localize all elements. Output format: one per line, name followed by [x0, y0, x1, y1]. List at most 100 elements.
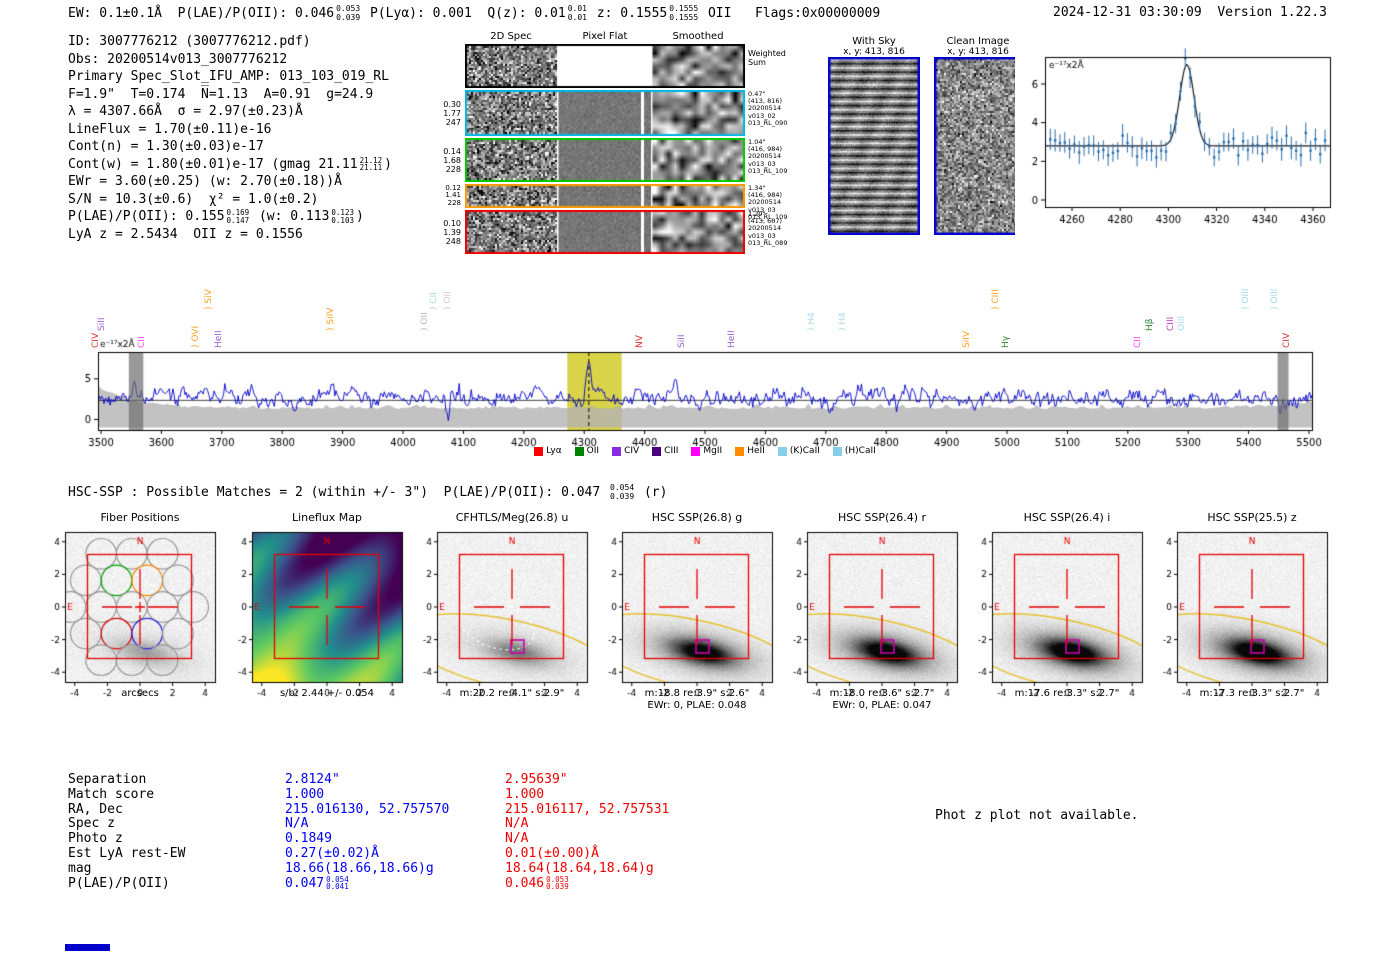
fraction-lower: 0.1555: [669, 12, 699, 22]
legend-item: Lyα: [534, 446, 562, 456]
legend-swatch: [691, 446, 701, 456]
match-row-label: Match score: [68, 786, 155, 802]
fraction: 21.12 21.11: [359, 155, 383, 172]
match-value-text: 18.64(18.64,18.64)g: [505, 860, 654, 876]
fraction-upper: 0.054: [610, 483, 635, 492]
match-table-row: Match score 1.000 1.000: [68, 787, 888, 802]
spec2d-row-image: [465, 138, 745, 182]
cutout-caption: arcsecs: [121, 688, 159, 699]
fraction: 0.169 0.147: [227, 209, 250, 224]
match-row-label: RA, Dec: [68, 801, 123, 817]
legend-swatch: [612, 446, 622, 456]
legend-item: CIV: [612, 446, 639, 456]
cutout-image-hsc-r: [779, 526, 964, 704]
spec2d-row-weights: 0.10 1.39 248: [443, 218, 461, 246]
legend-label: (H)CaII: [844, 446, 876, 456]
emission-line-label: HeII: [213, 330, 224, 348]
match-table-row: mag 18.66(18.66,18.66)g 18.64(18.64,18.64)…: [68, 861, 888, 876]
photz-note: Phot z plot not available.: [935, 808, 1139, 823]
match-value-text: N/A: [285, 816, 309, 832]
info-line: Cont(w) = 1.80(±0.01)e-17 (gmag 21.11 21.…: [68, 156, 392, 174]
spec2d-col-header: Pixel Flat: [582, 31, 628, 42]
match-value-cat2: N/A: [505, 816, 528, 831]
info-line: P(LAE)/P(OII): 0.155 0.169 0.147 (w: 0.113…: [68, 208, 392, 226]
emission-line-label: ) OIII: [1269, 288, 1280, 310]
hsc-matches-text: HSC-SSP : Possible Matches = 2 (within +…: [68, 485, 609, 500]
emission-line-label: SiII: [96, 317, 107, 331]
match-table-row: P(LAE)/P(OII) 0.047 0.054 0.041 0.046 0.053 0.…: [68, 876, 888, 891]
spectrum-legend: Lyα OII CIV CIII MgII HeII (K)CaII (H)CaII: [98, 446, 1312, 456]
legend-swatch: [574, 446, 584, 456]
spec2d-row-meta: 1.04" (416, 984) 20200514 v013_03 013_RL…: [748, 138, 788, 175]
fraction-upper: 21.12: [359, 155, 383, 165]
cutout-caption: m:18.0 re:3.6" s:2.7": [829, 688, 935, 699]
match-value-cat1: 0.047 0.054 0.041: [285, 876, 351, 891]
emission-line-label: ) OIII: [1240, 288, 1251, 310]
legend-label: MgII: [703, 446, 723, 456]
legend-item: MgII: [691, 446, 722, 456]
legend-swatch: [777, 446, 787, 456]
spec2d-row-weights: 0.14 1.68 228: [443, 146, 461, 174]
match-value-cat2: 18.64(18.64,18.64)g: [505, 861, 654, 876]
legend-swatch: [534, 446, 544, 456]
match-value-cat2: 2.95639": [505, 772, 568, 787]
fraction-lower: 0.039: [336, 12, 361, 22]
withsky-image: [828, 57, 920, 235]
cutout-caption: m:18.8 re:3.9" s:2.6": [644, 688, 750, 699]
info-text: (w: 0.113: [251, 209, 330, 224]
emission-line-label: ) CII: [428, 292, 439, 310]
emission-line-label: ) CIII: [990, 289, 1001, 310]
emission-line-label: CII: [1133, 336, 1144, 348]
match-value-text: N/A: [505, 816, 529, 832]
fraction-upper: 0.053: [336, 4, 361, 13]
spec2d-row-image: [465, 184, 745, 208]
fraction-lower: 21.11: [359, 163, 383, 172]
spec2d-row-meta: Weighted Sum: [748, 49, 786, 67]
emission-line-label: CIV: [90, 332, 101, 348]
match-value-cat2: 1.000: [505, 787, 544, 802]
hsc-matches-line: HSC-SSP : Possible Matches = 2 (within +…: [68, 483, 667, 501]
match-value-text: 1.000: [285, 786, 325, 802]
spec2d-col-header: 2D Spec: [490, 31, 532, 42]
emission-line-label: CII: [137, 336, 148, 348]
info-line: Obs: 20200514v013_3007776212: [68, 51, 288, 67]
match-value-text: 0.27(±0.02)Å: [285, 845, 379, 861]
cutout-image-hsc-i: [964, 526, 1149, 704]
info-line: Primary Spec_Slot_IFU_AMP: 013_103_019_R…: [68, 69, 389, 84]
info-line: LyA z = 2.5434 OII z = 0.1556: [68, 226, 303, 242]
fraction-upper: 0.053: [546, 874, 569, 884]
cutout-title: CFHTLS/Meg(26.8) u: [455, 511, 569, 524]
emission-line-label: HeII: [727, 330, 738, 348]
info-text: ): [384, 156, 392, 172]
match-value-text: 0.047: [285, 875, 325, 891]
fraction-upper: 0.01: [567, 4, 587, 13]
legend-swatch: [652, 446, 662, 456]
legend-item: CIII: [652, 446, 678, 456]
emission-line-label: ) H4: [806, 312, 817, 331]
match-table: Separation 2.8124" 2.95639" Match score 1.00…: [68, 772, 888, 891]
clean-image: [934, 57, 1022, 235]
match-value-cat1: N/A: [285, 816, 308, 831]
cutout-caption2: EWr: 0, PLAE: 0.048: [647, 700, 747, 711]
spec2d-row-weights: 0.30 1.77 247: [443, 99, 461, 127]
match-value-text: 18.66(18.66,18.66)g: [285, 860, 434, 876]
hsc-plae-fraction: 0.054 0.039: [610, 483, 635, 501]
cutout-caption: m:17.6 re:3.3" s:2.7": [1014, 688, 1120, 699]
info-line: λ = 4307.66Å σ = 2.97(±0.23)Å: [68, 104, 303, 119]
emission-line-label: ) OII: [443, 291, 454, 310]
match-value-text: 1.000: [505, 786, 545, 802]
match-row-label: Separation: [68, 772, 147, 787]
cutout-image-cfhtls-u: [409, 526, 594, 704]
info-line: Cont(n) = 1.30(±0.03)e-17: [68, 139, 264, 154]
match-value-text: N/A: [505, 831, 529, 847]
cutout-caption: m:20.2 re:4.1" s:2.9": [459, 688, 565, 699]
match-value-text: 2.95639": [505, 772, 568, 787]
cutout-caption: s/b: 2.44 +/- 0.054: [279, 688, 375, 699]
match-value-text: 215.016117, 52.757531: [505, 801, 670, 817]
footer-marker: [65, 944, 110, 951]
spec2d-row-meta: 1.29" (413, 607) 20200514 v013_03 013_RL…: [748, 210, 788, 247]
match-value-text: 0.01(±0.00)Å: [505, 845, 599, 861]
fraction: 0.054 0.041: [326, 876, 349, 891]
legend-item: (K)CaII: [777, 446, 820, 456]
info-text: P(LAE)/P(OII): 0.155: [68, 209, 225, 224]
